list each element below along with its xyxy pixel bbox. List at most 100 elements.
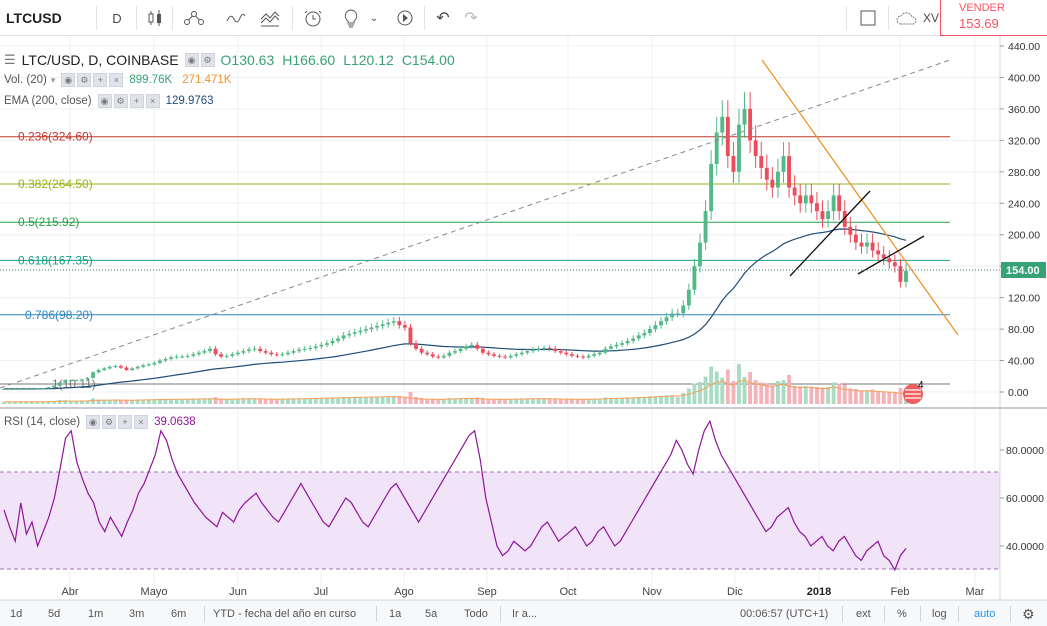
candle-body xyxy=(709,163,714,212)
sell-button[interactable]: VENDER 153.69 xyxy=(940,0,1047,36)
settings-icon[interactable]: ⚙ xyxy=(102,415,117,429)
redo-icon[interactable]: ↷ xyxy=(464,10,478,27)
range-5d[interactable]: 5d xyxy=(48,608,61,620)
volume-bar xyxy=(898,388,903,404)
compare-button[interactable]: XV xyxy=(922,11,939,25)
volume-bar xyxy=(547,398,552,404)
clock-timezone[interactable]: 00:06:57 (UTC+1) xyxy=(740,608,829,620)
price-tick-label: 280.00 xyxy=(1008,167,1040,179)
volume-bar xyxy=(280,399,285,404)
volume-bar xyxy=(714,371,719,404)
range-ytd[interactable]: YTD - fecha del año en curso xyxy=(213,608,357,620)
candle-body xyxy=(419,348,424,353)
ideas-dropdown-icon[interactable]: ⌄ xyxy=(369,12,379,24)
volume-bar xyxy=(497,399,502,404)
volume-bar xyxy=(586,399,591,404)
black-trend-line-2[interactable] xyxy=(857,235,925,275)
bottom-divider xyxy=(842,606,843,622)
descending-trend-line[interactable] xyxy=(761,59,959,336)
volume-bar xyxy=(208,398,212,404)
fullscreen-square-icon[interactable] xyxy=(856,0,880,36)
settings-gear-icon[interactable]: ⚙ xyxy=(1022,605,1035,622)
ideas-bulb-icon[interactable] xyxy=(338,0,364,36)
volume-bar xyxy=(480,397,485,404)
percent-scale-toggle[interactable]: % xyxy=(897,608,907,620)
volume-bar xyxy=(146,399,151,404)
dropdown-icon[interactable]: ▾ xyxy=(50,74,56,85)
range-6m[interactable]: 6m xyxy=(171,608,187,620)
volume-bar xyxy=(876,391,881,404)
fib-levels: 0.236(324.60) 0.382(264.50) 0.5(215.92) 0.6… xyxy=(0,130,950,391)
volume-bar xyxy=(74,401,79,404)
time-axis[interactable]: Abr Mayo Jun Jul Ago Sep Oct Nov Dic 2018 Feb Mar xyxy=(61,586,984,598)
candle-body xyxy=(569,354,574,356)
volume-bar xyxy=(692,383,697,404)
volume-legend: Vol. (20) ▾ ◉ ⚙ + × 899.76K 271.471K xyxy=(4,73,231,87)
settings-icon[interactable]: ⚙ xyxy=(77,73,92,87)
rsi-axis[interactable]: 80.0000 60.0000 40.0000 xyxy=(1000,445,1044,553)
alert-clock-icon[interactable] xyxy=(300,0,326,36)
eye-icon[interactable]: ◉ xyxy=(97,94,112,108)
chart-canvas[interactable]: 0.236(324.60) 0.382(264.50) 0.5(215.92) 0.6… xyxy=(0,36,1047,600)
black-trend-line-1[interactable] xyxy=(789,190,871,277)
close-icon[interactable]: × xyxy=(134,415,149,429)
eye-icon[interactable]: ◉ xyxy=(61,73,76,87)
symbol-search-button[interactable]: LTCUSD xyxy=(6,10,62,26)
add-icon[interactable]: + xyxy=(118,415,133,429)
volume-bar xyxy=(2,401,6,404)
line-chart-icon[interactable] xyxy=(222,0,250,36)
candle-body xyxy=(853,234,858,243)
candle-body xyxy=(436,356,441,358)
rsi-value: 39.0638 xyxy=(154,416,196,428)
volume-bar xyxy=(820,387,825,404)
indicators-icon[interactable] xyxy=(180,0,208,36)
volume-bar xyxy=(230,398,235,404)
candle-body xyxy=(91,372,96,378)
time-tick-label: 2018 xyxy=(807,586,831,598)
bar-style-icon[interactable] xyxy=(256,0,284,36)
candle-body xyxy=(85,377,90,380)
candle-body xyxy=(870,242,875,251)
volume-bar xyxy=(297,398,302,404)
rsi-label: RSI (14, close) xyxy=(4,416,81,428)
add-icon[interactable]: + xyxy=(93,73,108,87)
range-1m[interactable]: 1m xyxy=(88,608,104,620)
collapse-legend-icon[interactable]: ☰ xyxy=(4,52,16,67)
dashed-trend-line[interactable] xyxy=(0,59,951,389)
candle-body xyxy=(430,354,435,357)
auto-scale-toggle[interactable]: auto xyxy=(974,608,996,620)
candle-body xyxy=(375,325,379,328)
add-icon[interactable]: + xyxy=(129,94,144,108)
candle-body xyxy=(68,380,73,382)
close-icon[interactable]: × xyxy=(145,94,160,108)
volume-bar xyxy=(375,397,379,404)
candle-body xyxy=(124,367,129,370)
settings-icon[interactable]: ⚙ xyxy=(200,53,215,67)
candlesticks xyxy=(2,91,908,390)
range-1d[interactable]: 1d xyxy=(10,608,23,620)
close-icon[interactable]: × xyxy=(109,73,124,87)
volume-bar xyxy=(636,397,641,404)
candle-body xyxy=(753,140,758,157)
eye-icon[interactable]: ◉ xyxy=(184,53,199,67)
settings-icon[interactable]: ⚙ xyxy=(113,94,128,108)
events-badge[interactable]: 4 xyxy=(903,380,924,404)
goto-date-button[interactable]: Ir a... xyxy=(512,608,538,620)
interval-button[interactable]: D xyxy=(112,10,122,26)
range-3m[interactable]: 3m xyxy=(129,608,145,620)
range-1y[interactable]: 1a xyxy=(389,608,402,620)
volume-bar xyxy=(681,393,686,404)
volume-bar xyxy=(464,398,469,404)
cloud-save-icon[interactable] xyxy=(892,0,922,36)
eye-icon[interactable]: ◉ xyxy=(86,415,101,429)
undo-icon[interactable]: ↶ xyxy=(436,10,450,27)
fib-label: 0.618(167.35) xyxy=(18,253,93,267)
replay-icon[interactable] xyxy=(392,0,418,36)
candle-body xyxy=(692,266,697,290)
log-scale-toggle[interactable]: log xyxy=(932,608,947,620)
candles-chart-type-icon[interactable] xyxy=(142,0,168,36)
range-all[interactable]: Todo xyxy=(464,608,488,620)
extended-hours-toggle[interactable]: ext xyxy=(856,608,871,620)
volume-bar xyxy=(430,398,435,404)
range-5y[interactable]: 5a xyxy=(425,608,438,620)
